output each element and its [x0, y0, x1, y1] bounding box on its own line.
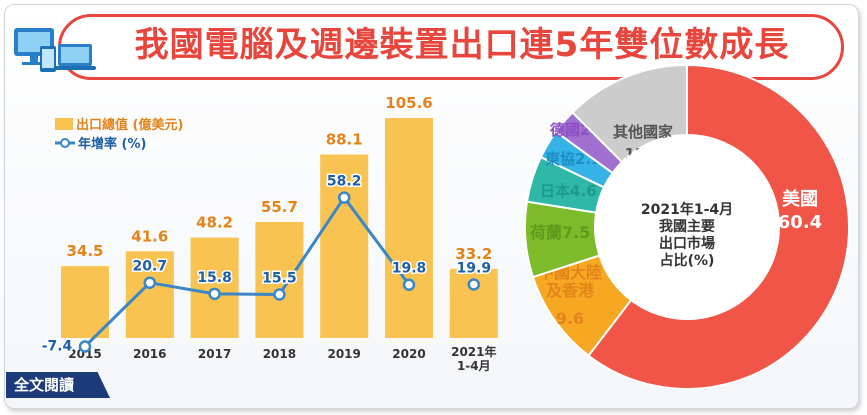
donut-hole	[595, 135, 779, 319]
x-tick-label: 2015	[68, 347, 101, 361]
slice-value: 4.6	[570, 182, 597, 200]
x-tick-label: 2017	[198, 347, 231, 361]
slice-value: 7.5	[562, 223, 590, 242]
legend-label: 年增率 (%)	[78, 136, 146, 152]
bar	[61, 266, 109, 338]
bar-value-label: 41.6	[131, 227, 168, 245]
bar	[255, 221, 304, 338]
bar-value-label: 48.2	[196, 214, 233, 232]
growth-value-label: 20.7	[133, 259, 168, 275]
x-tick-label: 2020	[392, 347, 425, 361]
slice-value: 60.4	[778, 212, 822, 233]
x-tick-label: 2016	[133, 347, 166, 361]
slice-name: 德國	[550, 121, 580, 139]
computer-devices-icon	[10, 22, 110, 82]
slice-name: 荷蘭	[530, 223, 562, 242]
growth-value-label: 19.9	[457, 261, 492, 277]
growth-point	[402, 278, 416, 291]
growth-point	[143, 276, 157, 289]
x-tick-label: 2018	[263, 347, 296, 361]
read-full-text-button[interactable]: 全文閱讀	[6, 372, 110, 398]
slice-label: 美國	[782, 188, 818, 210]
growth-value-label: -7.4	[42, 338, 73, 354]
growth-point	[273, 288, 286, 301]
growth-value-label: 15.8	[197, 270, 232, 286]
slice-label: 其他國家	[613, 123, 673, 141]
growth-value-label: 15.5	[262, 271, 297, 287]
bar-value-label: 88.1	[326, 130, 363, 148]
slice-name: 日本	[540, 182, 570, 200]
page-title: 我國電腦及週邊裝置出口連5年雙位數成長	[134, 25, 790, 65]
legend-swatch-growth-marker	[60, 138, 70, 148]
growth-value-label: 58.2	[327, 174, 362, 190]
bar	[385, 118, 433, 338]
growth-point	[337, 191, 351, 204]
growth-value-label: 19.8	[392, 261, 427, 277]
bar-value-label: 55.7	[261, 198, 298, 216]
bar-value-label: 105.6	[385, 94, 432, 112]
x-tick-label: 2021年 1-4月	[451, 344, 496, 373]
growth-point	[208, 287, 221, 301]
bar	[125, 251, 174, 338]
bar-value-label: 33.2	[455, 245, 492, 263]
slice-name: 東協	[545, 150, 575, 168]
donut-center-label: 2021年1-4月我國主要出口市場占比(%)	[641, 201, 733, 269]
bar	[320, 154, 369, 338]
slice-label: 日本4.6	[540, 182, 597, 200]
growth-point	[467, 278, 481, 291]
legend-label: 出口總值 (億美元)	[76, 117, 183, 133]
growth-point	[78, 340, 92, 353]
legend-swatch-export-value	[55, 118, 73, 130]
slice-value: 9.6	[556, 309, 584, 328]
growth-line	[83, 194, 411, 348]
bar-value-label: 34.5	[66, 242, 103, 260]
slice-label: 荷蘭7.5	[530, 223, 590, 242]
x-tick-label: 2019	[327, 347, 360, 361]
